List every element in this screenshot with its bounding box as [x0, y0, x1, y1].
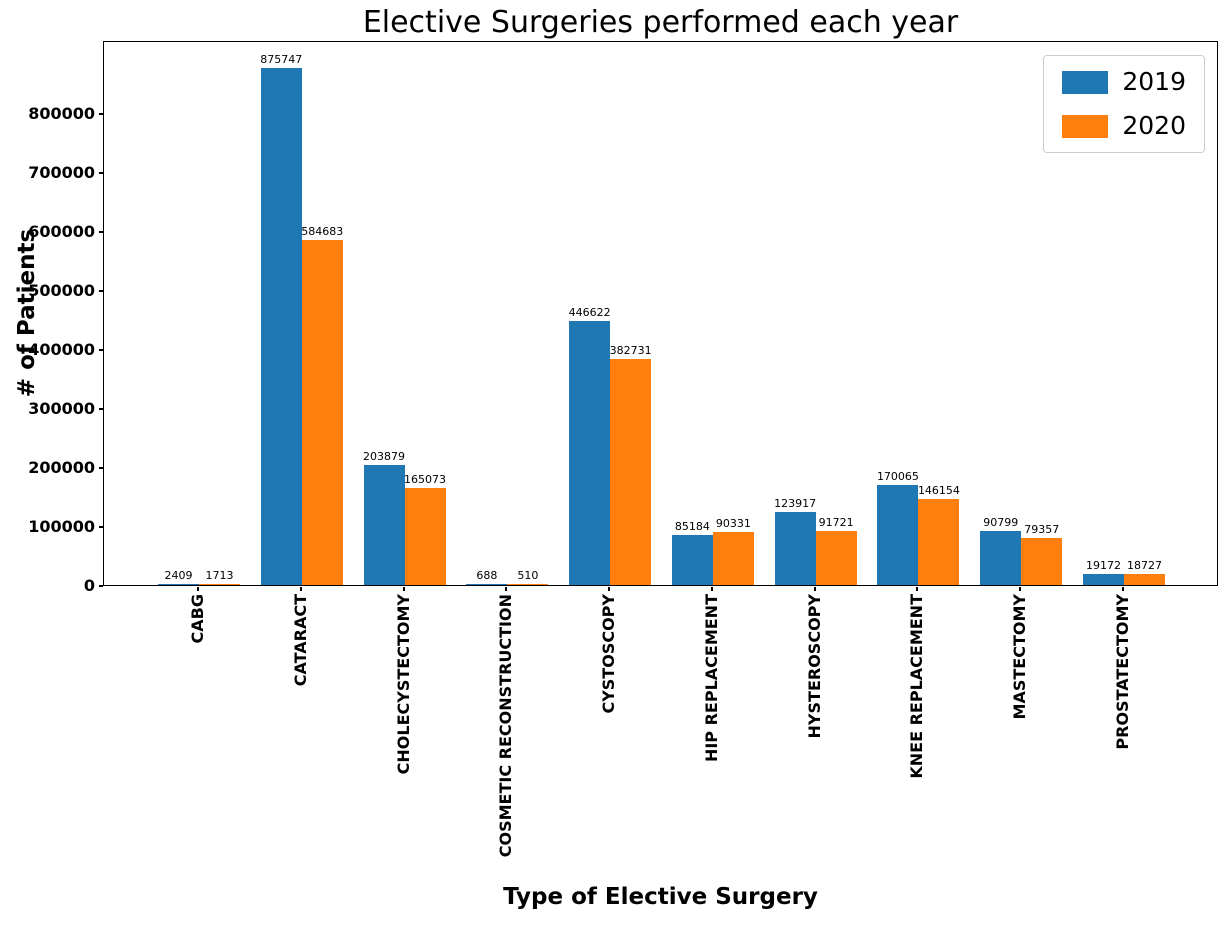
bar-value-label: 510 — [517, 569, 539, 582]
bar-2020-prostatectomy — [1124, 573, 1165, 585]
bar-value-label: 18727 — [1127, 558, 1162, 572]
legend-swatch-2019 — [1062, 70, 1109, 94]
bar-2019-cystoscopy — [569, 321, 611, 585]
bar-value-label: 91721 — [818, 515, 854, 529]
x-axis-tick — [1122, 587, 1124, 591]
plot-area: 2019 2020 2409 1713 875747 584683 203879 1650… — [103, 41, 1218, 586]
x-axis-tick — [608, 587, 611, 591]
y-axis-label: # of Patients — [14, 228, 40, 398]
bar-value-label: 688 — [476, 569, 498, 582]
bar-value-label: 203879 — [363, 449, 406, 463]
x-axis-tick-label: CABG — [188, 594, 207, 644]
bar-2020-cabg — [199, 584, 240, 585]
bar-value-label: 1713 — [205, 569, 234, 582]
y-axis-tick — [99, 407, 103, 410]
y-axis-tick-label: 100000 — [28, 516, 95, 536]
bar-2019-hip-replacement — [671, 534, 713, 585]
bar-value-label: 90331 — [715, 516, 751, 530]
x-axis-tick-label: PROSTATECTOMY — [1113, 594, 1132, 750]
bar-2020-hip-replacement — [712, 531, 754, 585]
y-axis-tick-label: 600000 — [28, 221, 95, 241]
x-axis-tick — [916, 587, 919, 591]
x-axis-tick — [402, 587, 405, 591]
bar-2020-mastectomy — [1021, 538, 1063, 585]
bar-2019-cholecystectomy — [363, 464, 405, 585]
legend-entry-2020: 2020 — [1062, 112, 1186, 140]
bar-2019-cosmetic-reconstruction — [466, 584, 508, 585]
bar-2019-mastectomy — [980, 531, 1022, 585]
legend-label-2019: 2019 — [1122, 67, 1186, 96]
bar-value-label: 90799 — [983, 516, 1019, 530]
bar-value-label: 584683 — [301, 224, 344, 238]
bar-value-label: 446622 — [568, 306, 611, 320]
y-axis-tick — [99, 525, 103, 528]
y-axis-tick-label: 800000 — [28, 103, 95, 123]
bar-2019-knee-replacement — [877, 484, 919, 585]
x-axis-tick — [1019, 587, 1022, 591]
x-axis-tick-label: KNEE REPLACEMENT — [907, 594, 927, 779]
y-axis-tick — [99, 585, 103, 587]
bar-2020-knee-replacement — [918, 498, 960, 585]
y-axis-tick — [99, 112, 103, 115]
bar-value-label: 146154 — [917, 483, 960, 497]
legend-swatch-2020 — [1062, 114, 1109, 138]
x-axis-tick-label: CATARACT — [290, 594, 310, 687]
x-axis-tick — [299, 587, 302, 591]
y-axis-tick-label: 200000 — [28, 457, 95, 477]
x-axis-tick-label: HYSTEROSCOPY — [804, 594, 824, 739]
y-axis-tick-label: 0 — [83, 576, 95, 595]
bar-value-label: 19172 — [1086, 558, 1121, 572]
legend-label-2020: 2020 — [1122, 111, 1186, 140]
x-axis-tick — [197, 587, 199, 591]
bar-2019-cabg — [158, 583, 199, 585]
bar-2020-cholecystectomy — [404, 487, 446, 585]
chart-title: Elective Surgeries performed each year — [362, 5, 959, 40]
bar-value-label: 875747 — [260, 52, 303, 66]
legend-entry-2019: 2019 — [1062, 68, 1186, 96]
x-axis-tick — [710, 587, 713, 591]
x-axis-label: Type of Elective Surgery — [503, 884, 818, 910]
bar-value-label: 123917 — [774, 496, 817, 510]
bar-2020-cataract — [301, 239, 343, 585]
bar-2019-hysteroscopy — [774, 511, 816, 585]
bar-2020-cystoscopy — [610, 359, 652, 585]
y-axis-tick-label: 300000 — [28, 398, 95, 418]
y-axis-tick — [99, 466, 103, 469]
y-axis-tick-label: 700000 — [28, 162, 95, 182]
bar-2019-cataract — [260, 67, 302, 585]
bar-value-label: 85184 — [674, 519, 710, 533]
bar-value-label: 170065 — [876, 469, 919, 483]
y-axis-tick — [99, 348, 103, 351]
y-axis-tick-label: 400000 — [28, 339, 95, 359]
bar-2020-cosmetic-reconstruction — [507, 584, 549, 585]
x-axis-tick-label: CYSTOSCOPY — [599, 594, 619, 714]
bar-2019-prostatectomy — [1083, 573, 1124, 585]
y-axis-tick — [99, 171, 103, 174]
x-axis-tick — [505, 587, 508, 591]
x-axis-tick-label: HIP REPLACEMENT — [701, 594, 721, 763]
y-axis-tick — [99, 289, 103, 292]
y-axis-tick — [99, 230, 103, 233]
x-axis-tick-label: MASTECTOMY — [1010, 594, 1030, 720]
x-axis-tick-label: CHOLECYSTECTOMY — [393, 594, 413, 775]
x-axis-tick-label: COSMETIC RECONSTRUCTION — [496, 594, 516, 858]
legend: 2019 2020 — [1043, 55, 1205, 153]
bar-value-label: 2409 — [164, 568, 193, 582]
bar-2020-hysteroscopy — [815, 530, 857, 585]
x-axis-tick — [813, 587, 816, 591]
bar-value-label: 382731 — [609, 344, 652, 358]
y-axis-tick-label: 500000 — [28, 280, 95, 300]
bar-value-label: 79357 — [1024, 523, 1060, 537]
bar-value-label: 165073 — [404, 472, 447, 486]
